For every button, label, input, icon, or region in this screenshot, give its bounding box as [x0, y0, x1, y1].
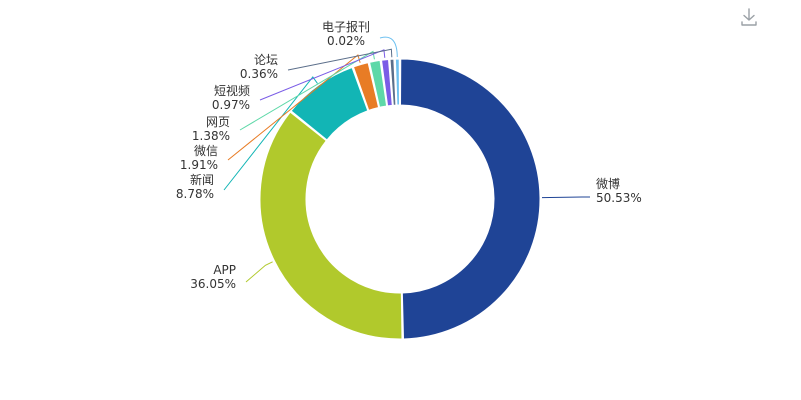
slice-3[interactable] — [352, 62, 380, 111]
slice-label-name-2: 新闻 — [190, 172, 214, 187]
slice-label-value-1: 36.05% — [190, 277, 236, 291]
slice-label-value-0: 50.53% — [596, 191, 642, 205]
slice-label-value-7: 0.02% — [327, 34, 365, 48]
slice-4[interactable] — [368, 59, 388, 108]
slice-label-name-0: 微博 — [596, 176, 620, 191]
slice-label-value-6: 0.36% — [240, 67, 278, 81]
leader-line-7 — [379, 36, 398, 58]
slice-7[interactable] — [394, 58, 400, 106]
slice-label-value-4: 1.38% — [192, 129, 230, 143]
slice-5[interactable] — [380, 58, 393, 107]
leader-line-0 — [541, 196, 590, 199]
slice-2[interactable] — [290, 66, 369, 141]
slice-label-value-2: 8.78% — [176, 187, 214, 201]
slice-1[interactable] — [259, 111, 403, 340]
leader-line-group — [223, 36, 590, 283]
slice-label-name-3: 微信 — [194, 144, 218, 158]
leader-line-1 — [245, 261, 273, 283]
leader-line-2 — [223, 76, 318, 191]
slice-label-name-5: 短视频 — [214, 83, 250, 98]
leader-line-6 — [287, 48, 393, 71]
slice-label-value-5: 0.97% — [212, 98, 250, 112]
leader-line-4 — [239, 50, 375, 131]
slice-6[interactable] — [389, 58, 397, 106]
slice-group — [259, 58, 541, 340]
slice-label-name-1: APP — [213, 263, 236, 277]
slice-label-name-7: 电子报刊 — [322, 19, 370, 34]
slice-0[interactable] — [400, 58, 541, 340]
leader-line-5 — [259, 49, 386, 101]
slice-label-name-4: 网页 — [206, 115, 230, 129]
slice-label-name-6: 论坛 — [254, 53, 278, 67]
slice-label-value-3: 1.91% — [180, 158, 218, 172]
download-icon[interactable] — [738, 6, 760, 28]
